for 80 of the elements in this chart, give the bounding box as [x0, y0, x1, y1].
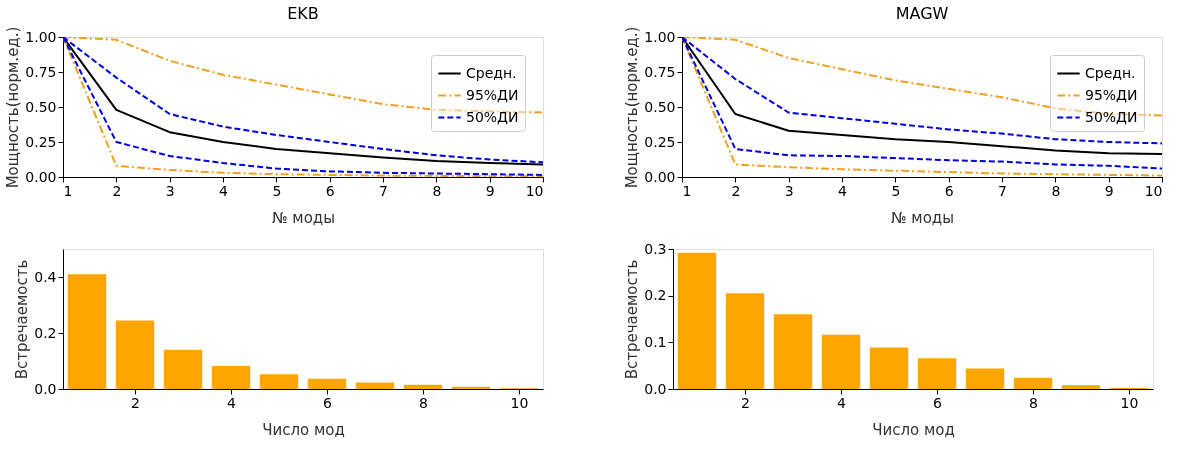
- y-tick-label: 0.25: [644, 133, 676, 150]
- legend-label: Средн.: [466, 64, 517, 81]
- x-tick-label: 10: [510, 394, 529, 411]
- bar: [821, 334, 861, 389]
- legend-label: 50%ДИ: [1085, 108, 1138, 125]
- x-tick-label: 4: [219, 182, 229, 199]
- bar: [403, 384, 443, 389]
- y-axis-title: Встречаемость: [623, 259, 642, 380]
- bar: [259, 374, 299, 389]
- legend-label: 50%ДИ: [466, 108, 519, 125]
- y-tick-label: 0.50: [25, 98, 57, 115]
- x-tick-label: 3: [165, 182, 175, 199]
- bar: [307, 378, 347, 389]
- y-tick-label: 1.00: [644, 28, 676, 45]
- x-tick-label: 10: [1144, 182, 1163, 199]
- y-tick-label: 0.00: [644, 168, 676, 185]
- x-tick-label: 4: [837, 394, 847, 411]
- legend-label: 95%ДИ: [466, 86, 519, 103]
- x-tick-label: 2: [731, 182, 741, 199]
- x-tick-label: 5: [272, 182, 282, 199]
- bar: [677, 252, 717, 389]
- x-tick-label: 3: [784, 182, 794, 199]
- x-tick-label: 1: [682, 182, 692, 199]
- y-tick-label: 0.50: [644, 98, 676, 115]
- x-tick-label: 2: [741, 394, 750, 411]
- y-tick-label: 0.25: [25, 133, 57, 150]
- bar: [355, 382, 395, 389]
- y-axis-title: Мощность(норм.ед.): [623, 26, 642, 189]
- legend-label: Средн.: [1085, 64, 1136, 81]
- bar: [163, 349, 203, 389]
- x-tick-label: 4: [227, 394, 237, 411]
- y-tick-label: 0.75: [644, 63, 676, 80]
- x-tick-label: 6: [944, 182, 954, 199]
- legend-label: 95%ДИ: [1085, 86, 1138, 103]
- y-tick-label: 0.0: [34, 380, 57, 397]
- y-tick-label: 1.00: [25, 28, 57, 45]
- x-tick-label: 10: [525, 182, 544, 199]
- bar: [869, 347, 909, 389]
- y-tick-label: 0.00: [25, 168, 57, 185]
- x-tick-label: 4: [838, 182, 848, 199]
- x-tick-label: 5: [891, 182, 901, 199]
- y-tick-label: 0.0: [644, 380, 667, 397]
- x-tick-label: 7: [379, 182, 388, 199]
- y-tick-label: 0.2: [644, 287, 667, 304]
- bar: [965, 368, 1005, 389]
- x-axis-title: № моды: [890, 208, 955, 227]
- y-axis-title: Мощность(норм.ед.): [4, 26, 23, 189]
- chart-title: MAGW: [895, 4, 949, 24]
- y-tick-label: 0.2: [34, 324, 57, 341]
- bar: [211, 366, 251, 389]
- x-tick-label: 6: [933, 394, 943, 411]
- chart-title: EKB: [287, 4, 319, 24]
- y-axis-title: Встречаемость: [13, 259, 32, 380]
- bar: [773, 314, 813, 389]
- bar: [67, 274, 107, 389]
- bar: [725, 293, 765, 389]
- x-axis-title: № моды: [271, 208, 336, 227]
- x-tick-label: 6: [323, 394, 333, 411]
- x-tick-label: 2: [131, 394, 140, 411]
- x-axis-title: Число мод: [872, 420, 955, 439]
- bar: [917, 358, 957, 389]
- y-tick-label: 0.4: [34, 268, 57, 285]
- x-axis-title: Число мод: [262, 420, 345, 439]
- y-tick-label: 0.1: [644, 333, 667, 350]
- x-tick-label: 1: [63, 182, 73, 199]
- x-tick-label: 8: [1029, 394, 1038, 411]
- bar: [115, 320, 155, 389]
- x-tick-label: 10: [1120, 394, 1139, 411]
- x-tick-label: 8: [1051, 182, 1061, 199]
- y-tick-label: 0.75: [25, 63, 57, 80]
- x-tick-label: 8: [432, 182, 442, 199]
- bar: [1013, 377, 1053, 389]
- y-tick-label: 0.3: [644, 240, 667, 257]
- x-tick-label: 7: [998, 182, 1007, 199]
- x-tick-label: 9: [485, 182, 495, 199]
- bar: [1061, 385, 1101, 389]
- x-tick-label: 6: [325, 182, 335, 199]
- x-tick-label: 2: [112, 182, 122, 199]
- x-tick-label: 9: [1104, 182, 1114, 199]
- x-tick-label: 8: [419, 394, 428, 411]
